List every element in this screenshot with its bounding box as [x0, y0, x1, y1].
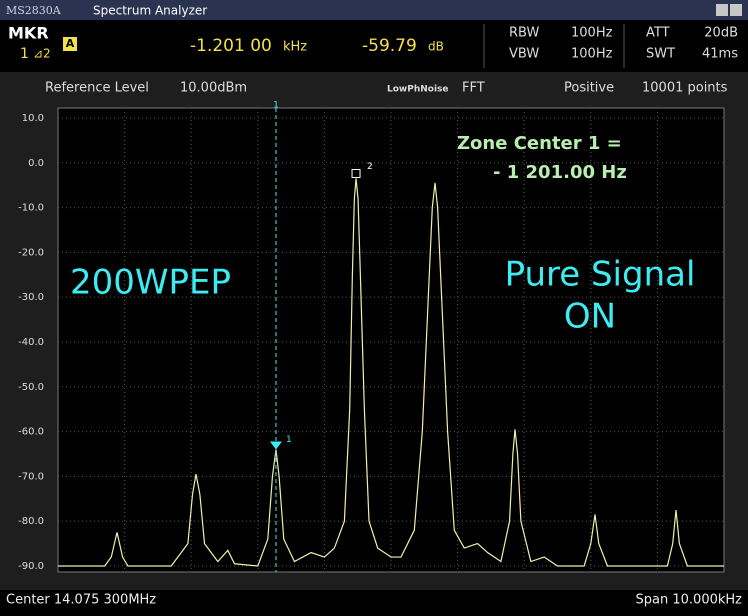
window-title: Spectrum Analyzer [93, 4, 207, 18]
y-tick-label: 0.0 [28, 158, 44, 169]
marker-label: 1 [273, 101, 279, 111]
maximize-button[interactable] [730, 4, 742, 16]
analysis-mode: FFT [462, 81, 485, 96]
vbw-label: VBW [509, 47, 539, 62]
footer-bar [0, 590, 748, 616]
annotation: 200WPEP [70, 263, 231, 303]
points: 10001 points [642, 81, 728, 96]
title-bar [0, 0, 748, 20]
swt: 41ms [702, 47, 738, 62]
span: Span 10.000kHz [636, 593, 743, 608]
ref-label: Reference Level [45, 81, 149, 96]
marker [351, 168, 361, 178]
plot: 10.0 0.0 -10.0 -20.0 -30.0 -40.0 -50.0 -60.0 -70… [18, 101, 724, 572]
ref-level: 10.00dBm [180, 81, 247, 96]
marker-id: 1 [20, 46, 29, 62]
marker [269, 441, 282, 450]
mode: A [66, 37, 75, 50]
y-tick-label: -90.0 [18, 561, 44, 572]
y-tick-label: -10.0 [18, 203, 44, 214]
swt-label: SWT [646, 47, 675, 62]
y-tick-label: -40.0 [18, 337, 44, 348]
rbw: 100Hz [571, 26, 613, 41]
model: MS2830A [6, 4, 62, 17]
marker-delta: ⊿2 [33, 47, 51, 61]
annotation: Zone Center 1 = [457, 133, 622, 154]
marker-freq: -1.201 00 [190, 36, 272, 56]
y-tick-label: -80.0 [18, 516, 44, 527]
center-freq: Center 14.075 300MHz [6, 593, 156, 608]
trace [58, 178, 724, 567]
mode-box [63, 37, 77, 51]
header-bar [0, 20, 748, 72]
y-tick-label: -70.0 [18, 471, 44, 482]
att-label: ATT [646, 26, 670, 41]
att: 20dB [704, 26, 738, 41]
mkr-label[interactable]: MKR [8, 24, 49, 43]
annotation: ON [564, 297, 616, 337]
detector: Positive [564, 81, 614, 96]
y-tick-label: -20.0 [18, 247, 44, 258]
annotation: Pure Signal [505, 255, 696, 295]
marker-label: 1 [286, 435, 292, 445]
y-tick-label: -30.0 [18, 292, 44, 303]
marker-level: -59.79 [362, 36, 417, 56]
phase-noise: LowPhNoise [387, 85, 449, 95]
y-tick-label: -60.0 [18, 427, 44, 438]
vbw: 100Hz [571, 47, 613, 62]
minimize-button[interactable] [716, 4, 728, 16]
rbw-label: RBW [509, 26, 539, 41]
freq-unit: kHz [283, 40, 307, 55]
level-unit: dB [428, 40, 444, 54]
annotation: - 1 201.00 Hz [493, 162, 627, 183]
marker-label: 2 [367, 162, 373, 172]
y-tick-label: 10.0 [22, 113, 44, 124]
y-tick-label: -50.0 [18, 382, 44, 393]
